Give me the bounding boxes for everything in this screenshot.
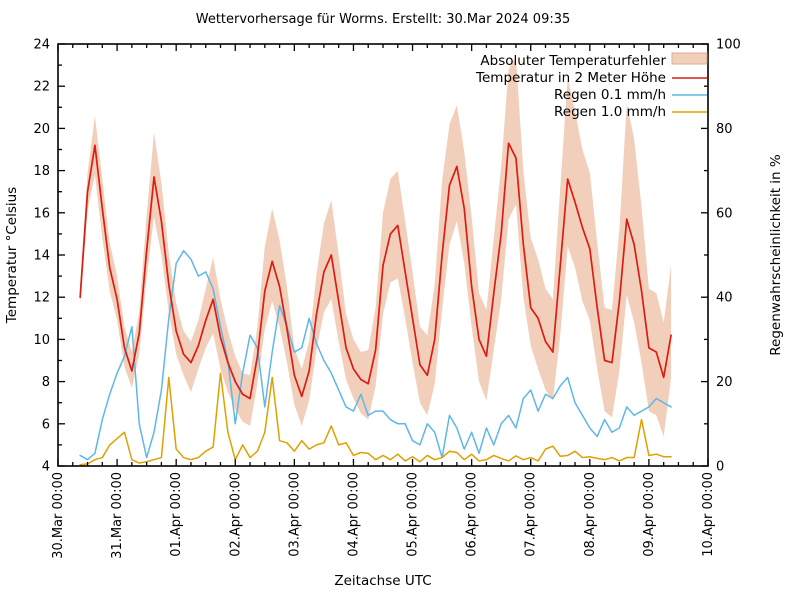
y-left-axis-label: Temperatur °Celsius: [4, 187, 20, 324]
legend-item-rain-01: Regen 0.1 mm/h: [554, 87, 707, 103]
x-axis-tick-label: 09.Apr 00:00: [642, 472, 657, 557]
x-axis-tick-label: 06.Apr 00:00: [465, 472, 480, 557]
y-left-tick-label: 18: [33, 164, 50, 179]
y-left-tick-label: 4: [42, 460, 50, 475]
y-right-axis-label: Regenwahrscheinlichkeit in %: [768, 154, 784, 356]
y-left-tick-label: 16: [33, 206, 50, 221]
y-right-tick-label: 100: [716, 38, 741, 53]
legend-item-temperature: Temperatur in 2 Meter Höhe: [475, 70, 707, 86]
x-axis-tick-label: 07.Apr 00:00: [524, 472, 539, 557]
x-axis-tick-label: 01.Apr 00:00: [169, 472, 184, 557]
y-right-tick-label: 60: [716, 206, 733, 221]
error-band: [80, 56, 672, 437]
x-axis-tick-label: 04.Apr 00:00: [346, 472, 361, 557]
rain-01-line: [79, 250, 672, 461]
x-axis-tick-label: 02.Apr 00:00: [228, 472, 243, 557]
x-axis-label: Zeitachse UTC: [334, 573, 431, 589]
legend-item-rain-10: Regen 1.0 mm/h: [554, 104, 707, 120]
rain-10-line: [79, 372, 672, 466]
axes-tick-labels-layer: 30.Mar 00:00 31.Mar 00:00 01.Apr 00:00 02.A…: [33, 38, 740, 559]
y-left-tick-label: 12: [33, 291, 50, 306]
legend-item-error-band: Absoluter Temperaturfehler: [480, 52, 708, 69]
y-left-tick-label: 20: [33, 122, 50, 137]
series-lines-layer: [79, 142, 672, 466]
legend-label-rain-10: Regen 1.0 mm/h: [554, 104, 666, 120]
legend: Absoluter Temperaturfehler Temperatur in…: [475, 52, 708, 120]
x-axis-tick-label: 10.Apr 00:00: [701, 472, 716, 557]
y-right-tick-label: 20: [716, 375, 733, 390]
y-left-tick-label: 22: [33, 80, 50, 95]
x-axis-tick-label: 31.Mar 00:00: [110, 472, 125, 559]
error-band-layer: [80, 56, 672, 437]
y-left-tick-label: 8: [42, 375, 50, 390]
temperature-line: [79, 142, 672, 400]
y-left-tick-label: 10: [33, 333, 50, 348]
y-left-tick-label: 6: [42, 417, 50, 432]
x-axis-tick-label: 30.Mar 00:00: [51, 472, 66, 559]
chart-title: Wettervorhersage für Worms. Erstellt: 30…: [196, 12, 571, 27]
x-axis-tick-label: 05.Apr 00:00: [406, 472, 421, 557]
y-right-tick-label: 0: [716, 460, 724, 475]
x-axis-tick-label: 03.Apr 00:00: [287, 472, 302, 557]
x-axis-tick-label: 08.Apr 00:00: [583, 472, 598, 557]
y-left-tick-label: 14: [33, 249, 50, 264]
y-left-tick-label: 24: [33, 38, 50, 53]
y-right-tick-label: 80: [716, 122, 733, 137]
legend-label-error-band: Absoluter Temperaturfehler: [480, 53, 666, 69]
legend-label-temperature: Temperatur in 2 Meter Höhe: [475, 70, 666, 86]
y-right-tick-label: 40: [716, 291, 733, 306]
legend-swatch-error-band-icon: [671, 52, 708, 65]
legend-label-rain-01: Regen 0.1 mm/h: [554, 87, 666, 103]
axes-ticks-layer: [57, 43, 709, 467]
